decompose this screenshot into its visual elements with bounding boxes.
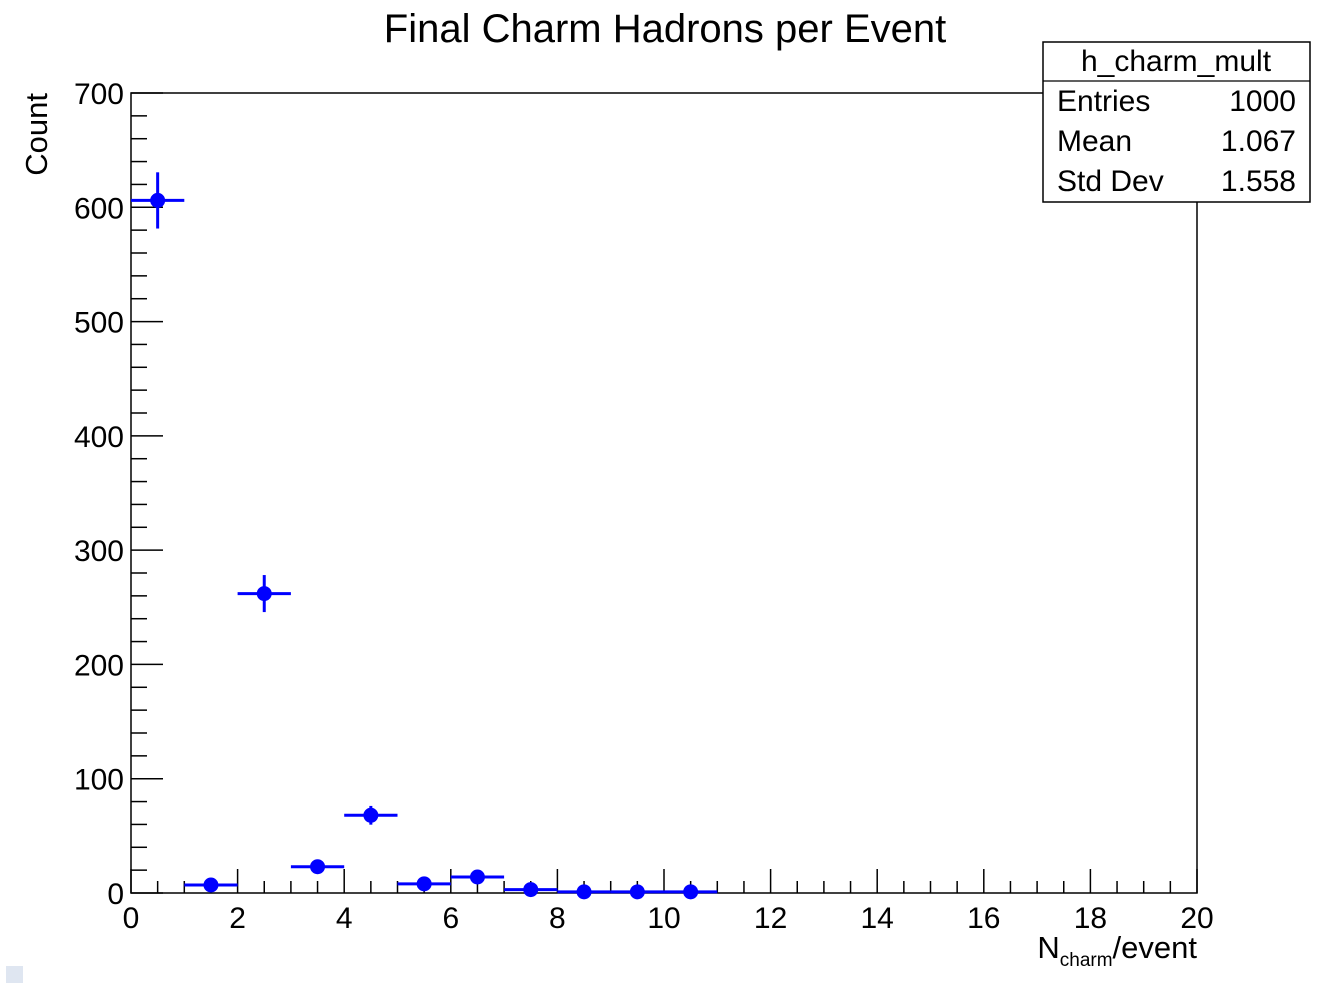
data-point	[504, 882, 558, 898]
data-point	[664, 884, 718, 900]
x-axis-label-suffix: /event	[1113, 930, 1198, 965]
y-tick-label: 500	[74, 307, 124, 340]
x-tick-label: 18	[1074, 902, 1107, 935]
data-marker	[416, 876, 432, 892]
data-marker	[256, 586, 272, 602]
x-tick-label: 20	[1180, 902, 1213, 935]
y-axis-ticks	[131, 92, 163, 894]
y-tick-label: 700	[74, 78, 124, 111]
data-marker	[469, 869, 485, 885]
data-marker	[150, 192, 166, 208]
canvas-corner-marker	[6, 966, 23, 983]
data-point	[184, 877, 238, 893]
x-tick-label: 12	[754, 902, 787, 935]
x-axis-ticks	[130, 869, 1198, 893]
x-tick-label: 0	[123, 902, 140, 935]
data-marker	[576, 884, 592, 900]
data-point	[610, 884, 664, 900]
x-tick-label: 2	[229, 902, 246, 935]
data-marker	[310, 859, 326, 875]
y-tick-label: 600	[74, 192, 124, 225]
y-axis-tick-labels: 0 100 200 300 400 500 600 700	[74, 78, 124, 911]
x-tick-label: 8	[549, 902, 566, 935]
x-axis-tick-labels: 0 2 4 6 8 10 12 14 16 18 20	[123, 902, 1214, 935]
data-point	[290, 859, 345, 875]
data-series	[131, 172, 718, 900]
data-point	[237, 575, 291, 613]
stats-mean-label: Mean	[1057, 125, 1132, 158]
y-axis-label: Count	[19, 93, 54, 176]
plot-frame	[130, 92, 1198, 894]
x-tick-label: 14	[861, 902, 894, 935]
data-marker	[203, 877, 219, 893]
data-marker	[683, 884, 699, 900]
x-axis-label: Ncharm/event	[1037, 930, 1197, 971]
y-tick-label: 200	[74, 649, 124, 682]
chart-title: Final Charm Hadrons per Event	[384, 7, 946, 51]
y-tick-label: 100	[74, 764, 124, 797]
data-marker	[363, 807, 379, 823]
data-point	[344, 805, 398, 825]
data-point	[397, 876, 451, 892]
x-axis-label-subscript: charm	[1060, 950, 1113, 971]
data-point	[450, 869, 505, 885]
stats-stddev-label: Std Dev	[1057, 165, 1164, 198]
x-axis-label-main: N	[1037, 930, 1059, 965]
stats-entries-label: Entries	[1057, 85, 1150, 118]
x-tick-label: 6	[442, 902, 459, 935]
y-tick-label: 400	[74, 421, 124, 454]
x-tick-label: 16	[967, 902, 1000, 935]
data-marker	[629, 884, 645, 900]
stats-box-title: h_charm_mult	[1081, 45, 1272, 78]
data-point	[557, 884, 611, 900]
stats-stddev-value: 1.558	[1221, 165, 1296, 198]
stats-mean-value: 1.067	[1221, 125, 1296, 158]
stats-box: h_charm_mult Entries 1000 Mean 1.067 Std…	[1042, 41, 1311, 203]
y-tick-label: 300	[74, 535, 124, 568]
stats-entries-value: 1000	[1229, 85, 1296, 118]
data-marker	[523, 882, 539, 898]
y-tick-label: 0	[107, 878, 124, 911]
x-tick-label: 10	[647, 902, 680, 935]
data-point	[131, 172, 185, 229]
stats-box-frame	[1042, 41, 1311, 203]
x-tick-label: 4	[336, 902, 353, 935]
